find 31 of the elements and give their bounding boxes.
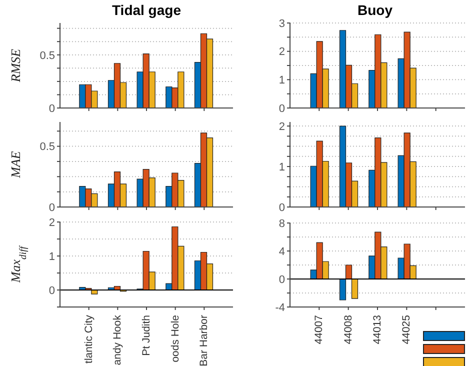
y-tick-label: -4 bbox=[275, 302, 285, 314]
x-tick-label: Bar Harbor bbox=[198, 314, 210, 366]
y-tick-label: 3 bbox=[278, 18, 285, 30]
chart-title: Buoy bbox=[356, 2, 394, 18]
y-tick-label: 0 bbox=[48, 284, 55, 297]
x-tick-label: oods Hole bbox=[169, 314, 182, 362]
x-tick-label: tlantic City bbox=[82, 314, 95, 364]
y-tick-label: 0.5 bbox=[40, 141, 55, 154]
x-tick-label: 44013 bbox=[372, 314, 384, 344]
x-tick-label: 44025 bbox=[400, 314, 413, 344]
y-tick-label: 0 bbox=[48, 202, 55, 214]
y-tick-label: 1 bbox=[278, 161, 285, 174]
y-tick-label: 2 bbox=[278, 46, 285, 58]
y-tick-label: 2 bbox=[278, 120, 285, 133]
x-tick-label: andy Hook bbox=[112, 314, 124, 366]
x-tick-label: 44008 bbox=[342, 314, 354, 344]
y-tick-label: 0 bbox=[278, 102, 285, 115]
y-tick-label: 0 bbox=[278, 202, 285, 214]
y-tick-label: 1 bbox=[278, 74, 285, 87]
y-tick-label: 2 bbox=[48, 216, 55, 229]
y-tick-label: 8 bbox=[278, 218, 285, 230]
y-tick-label: 1 bbox=[48, 250, 55, 263]
y-axis-title: MAE bbox=[8, 151, 23, 179]
y-axis-title: RMSE bbox=[8, 48, 23, 84]
y-tick-label: 4 bbox=[278, 246, 285, 258]
y-tick-label: 0.5 bbox=[40, 50, 55, 62]
y-tick-label: 0 bbox=[278, 274, 285, 286]
x-tick-label: Pt Judith bbox=[140, 314, 152, 356]
chart-title: Tidal gage bbox=[111, 2, 182, 18]
y-tick-label: 0 bbox=[48, 102, 55, 115]
x-tick-label: 44007 bbox=[313, 314, 326, 344]
